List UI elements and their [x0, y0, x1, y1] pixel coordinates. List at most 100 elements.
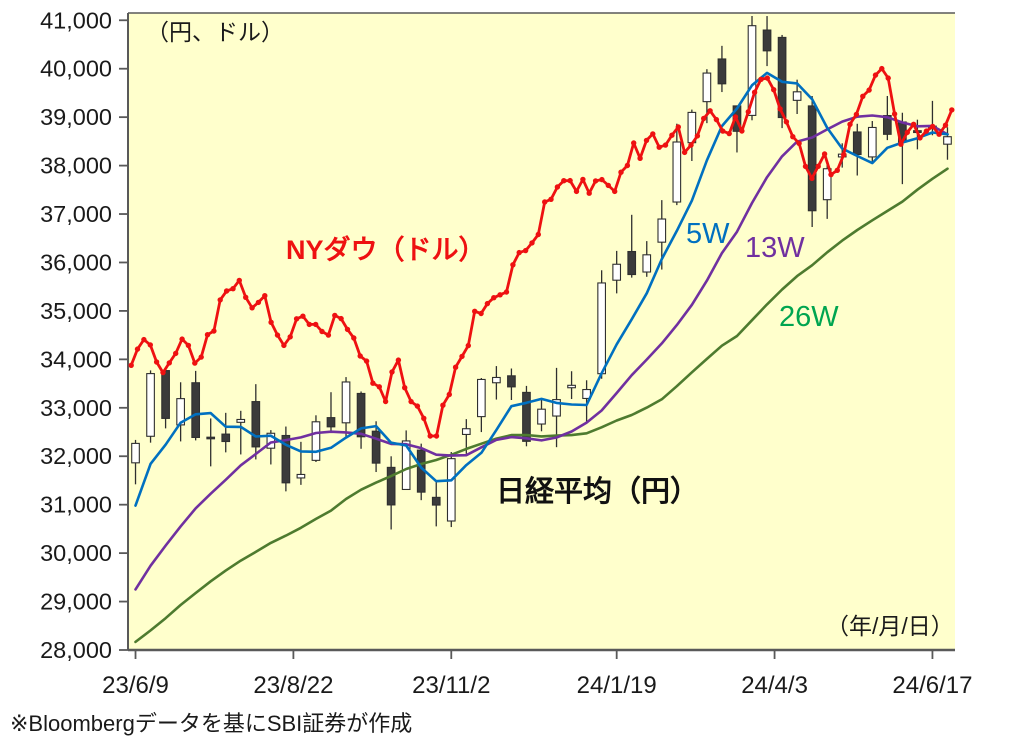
- dow-marker: [204, 332, 211, 338]
- dow-marker: [783, 119, 790, 125]
- dow-marker: [631, 140, 637, 146]
- dow-marker: [650, 131, 656, 137]
- dow-marker: [739, 128, 745, 134]
- candle-body-down: [762, 29, 772, 52]
- candle-body-down: [777, 36, 787, 119]
- x-tick-label: 23/11/2: [412, 672, 490, 699]
- candle-body-up: [642, 254, 652, 273]
- dow-marker: [300, 313, 306, 319]
- dow-marker: [287, 334, 293, 340]
- dow-marker: [758, 76, 764, 83]
- candle-body-up: [537, 408, 546, 425]
- dow-marker: [701, 115, 707, 122]
- candle-body-down: [191, 382, 201, 438]
- dow-marker: [930, 123, 936, 130]
- dow-marker: [198, 354, 204, 360]
- dow-marker: [325, 332, 332, 338]
- nikkei-series-label: 日経平均（円）: [496, 476, 700, 508]
- candle-body-up: [461, 428, 471, 435]
- dow-marker: [459, 353, 465, 360]
- dow-marker: [872, 72, 879, 78]
- candle-body-up: [492, 376, 501, 384]
- candle-body-down: [522, 391, 531, 442]
- x-tick-label: 24/4/3: [741, 672, 808, 699]
- dow-marker: [452, 364, 459, 370]
- candle-body-up: [747, 25, 757, 116]
- y-tick-label: 36,000: [40, 249, 112, 275]
- dow-marker: [535, 231, 541, 238]
- dow-marker: [516, 249, 522, 256]
- dow-marker: [542, 199, 548, 205]
- candle-body-up: [146, 373, 155, 437]
- dow-marker: [344, 326, 351, 333]
- dow-marker: [465, 342, 471, 349]
- y-tick-label: 39,000: [40, 104, 112, 130]
- x-tick-label: 23/6/9: [102, 672, 169, 699]
- candle-body-up: [597, 282, 606, 375]
- dow-marker: [427, 433, 433, 439]
- dow-marker: [236, 277, 242, 284]
- dow-line: [129, 67, 954, 438]
- dow-marker: [147, 342, 153, 348]
- y-tick-label: 40,000: [40, 56, 112, 82]
- dow-marker: [612, 188, 618, 195]
- dow-marker: [382, 398, 389, 405]
- dow-marker: [694, 133, 701, 139]
- candle-body-down: [852, 131, 862, 156]
- dow-marker: [847, 121, 853, 128]
- dow-marker: [643, 137, 650, 144]
- dow-marker: [898, 141, 904, 147]
- ma-5w-label: 5W: [686, 218, 730, 250]
- candle-body-up: [477, 378, 486, 418]
- dow-marker: [561, 178, 567, 184]
- dow-marker: [713, 116, 720, 123]
- candle-body-down: [326, 417, 336, 428]
- y-tick-label: 35,000: [40, 298, 112, 324]
- candle-body-up: [236, 418, 246, 423]
- dow-marker: [821, 151, 828, 157]
- candle-body-up: [311, 421, 321, 461]
- ma-26w-line: [134, 167, 949, 644]
- dow-marker: [828, 171, 834, 178]
- dow-marker: [160, 369, 166, 376]
- dow-marker: [211, 328, 217, 334]
- dow-marker: [446, 391, 452, 398]
- dow-marker: [860, 93, 866, 100]
- y-tick-label: 28,000: [40, 637, 112, 663]
- dow-marker: [866, 87, 872, 93]
- dow-marker: [586, 190, 592, 196]
- dow-marker: [185, 342, 192, 349]
- dow-marker: [707, 108, 713, 114]
- dow-marker: [357, 353, 363, 359]
- candle-body-down: [251, 401, 261, 448]
- dow-marker: [917, 135, 923, 141]
- dow-marker: [497, 292, 503, 298]
- dow-marker: [249, 305, 255, 311]
- dow-marker: [313, 321, 319, 328]
- dow-marker: [319, 328, 325, 335]
- dow-marker: [923, 128, 930, 134]
- candle-body-down: [386, 466, 396, 506]
- dow-marker: [395, 357, 402, 363]
- dow-marker: [732, 114, 739, 120]
- dow-marker: [230, 286, 236, 292]
- candle-body-down: [371, 430, 381, 464]
- dow-marker: [370, 380, 376, 386]
- dow-marker: [503, 289, 510, 295]
- dow-marker: [879, 65, 885, 72]
- ma-13w-line: [134, 114, 949, 591]
- plot-background: [128, 13, 955, 650]
- dow-marker: [834, 167, 840, 173]
- candle-body-up: [657, 218, 667, 243]
- dow-marker: [802, 163, 809, 170]
- dow-marker: [389, 369, 395, 375]
- dow-marker: [134, 346, 141, 352]
- dow-marker: [815, 163, 821, 169]
- y-axis-unit-label: （円、ドル）: [146, 19, 284, 45]
- candle-body-down: [356, 392, 366, 438]
- dow-marker: [910, 121, 917, 128]
- dow-marker: [478, 310, 484, 317]
- dow-marker: [268, 319, 274, 325]
